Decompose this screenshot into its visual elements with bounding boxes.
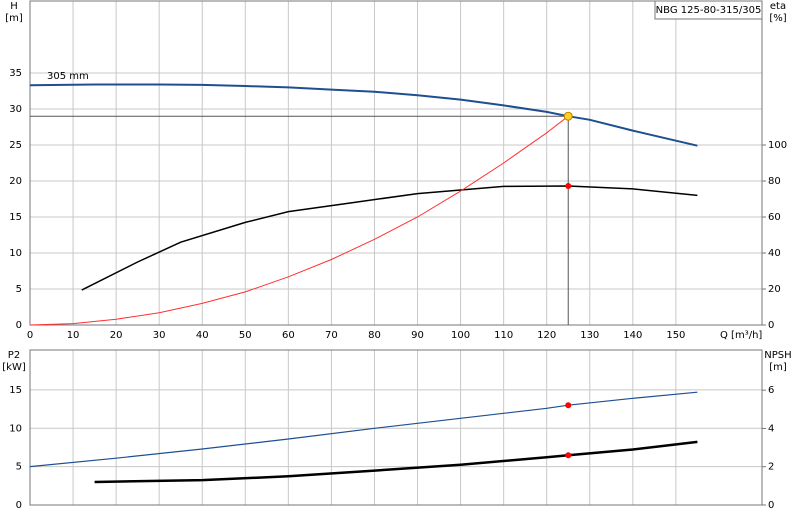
y2-tick-label: 0 bbox=[768, 500, 774, 511]
x-tick-label: 100 bbox=[451, 330, 470, 341]
plot-frame bbox=[29, 0, 763, 326]
y-axis-label: H bbox=[10, 1, 18, 12]
duty-point bbox=[565, 402, 572, 409]
title-box bbox=[654, 0, 763, 20]
y-tick-label: 25 bbox=[9, 140, 22, 151]
y2-tick-label: 100 bbox=[768, 140, 787, 151]
x-tick-label: 60 bbox=[282, 330, 295, 341]
curve bbox=[29, 83, 698, 147]
y-tick-label: 10 bbox=[9, 423, 22, 434]
x-tick-label: 0 bbox=[27, 330, 33, 341]
y2-tick-label: 80 bbox=[768, 176, 781, 187]
y-tick-label: 15 bbox=[9, 385, 22, 396]
y-tick-label: 15 bbox=[9, 212, 22, 223]
curve bbox=[29, 115, 569, 326]
y2-axis-label: eta bbox=[770, 1, 786, 12]
x-tick-label: 70 bbox=[325, 330, 338, 341]
duty-point bbox=[565, 183, 572, 190]
y-tick-label: 10 bbox=[9, 248, 22, 259]
x-tick-label: 140 bbox=[623, 330, 642, 341]
y2-axis-label: NPSH bbox=[764, 350, 791, 361]
y-tick-label: 0 bbox=[16, 500, 22, 511]
x-tick-label: 150 bbox=[666, 330, 685, 341]
x-tick-label: 80 bbox=[368, 330, 381, 341]
x-tick-label: 120 bbox=[537, 330, 556, 341]
x-tick-label: 110 bbox=[494, 330, 513, 341]
y-axis-unit: [kW] bbox=[2, 362, 26, 373]
y2-tick-label: 6 bbox=[768, 385, 774, 396]
duty-point bbox=[563, 111, 573, 121]
y2-tick-label: 40 bbox=[768, 248, 781, 259]
curve bbox=[29, 391, 698, 468]
x-tick-label: 50 bbox=[239, 330, 252, 341]
x-axis-label: Q [m³/h] bbox=[720, 330, 762, 341]
y2-tick-label: 60 bbox=[768, 212, 781, 223]
x-tick-label: 40 bbox=[196, 330, 209, 341]
chart-title: NBG 125-80-315/305 bbox=[656, 5, 762, 16]
curve bbox=[81, 185, 698, 291]
curve-annotation: 305 mm bbox=[47, 71, 89, 82]
y2-tick-label: 0 bbox=[768, 320, 774, 331]
x-tick-label: 90 bbox=[411, 330, 424, 341]
y2-axis-unit: [m] bbox=[769, 362, 787, 373]
y-tick-label: 30 bbox=[9, 104, 22, 115]
y-axis-unit: [m] bbox=[5, 13, 23, 24]
x-tick-label: 130 bbox=[580, 330, 599, 341]
y2-tick-label: 2 bbox=[768, 462, 774, 473]
y-tick-label: 5 bbox=[16, 462, 22, 473]
y-tick-label: 5 bbox=[16, 284, 22, 295]
x-tick-label: 20 bbox=[110, 330, 123, 341]
curve bbox=[94, 440, 698, 484]
x-tick-label: 10 bbox=[67, 330, 80, 341]
y-tick-label: 0 bbox=[16, 320, 22, 331]
y2-axis-unit: [%] bbox=[769, 13, 786, 24]
y-tick-label: 35 bbox=[9, 68, 22, 79]
y-tick-label: 20 bbox=[9, 176, 22, 187]
duty-point bbox=[565, 452, 572, 459]
y2-tick-label: 20 bbox=[768, 284, 781, 295]
plot-frame bbox=[29, 349, 763, 506]
y-axis-label: P2 bbox=[8, 350, 20, 361]
y2-tick-label: 4 bbox=[768, 423, 774, 434]
x-tick-label: 30 bbox=[153, 330, 166, 341]
